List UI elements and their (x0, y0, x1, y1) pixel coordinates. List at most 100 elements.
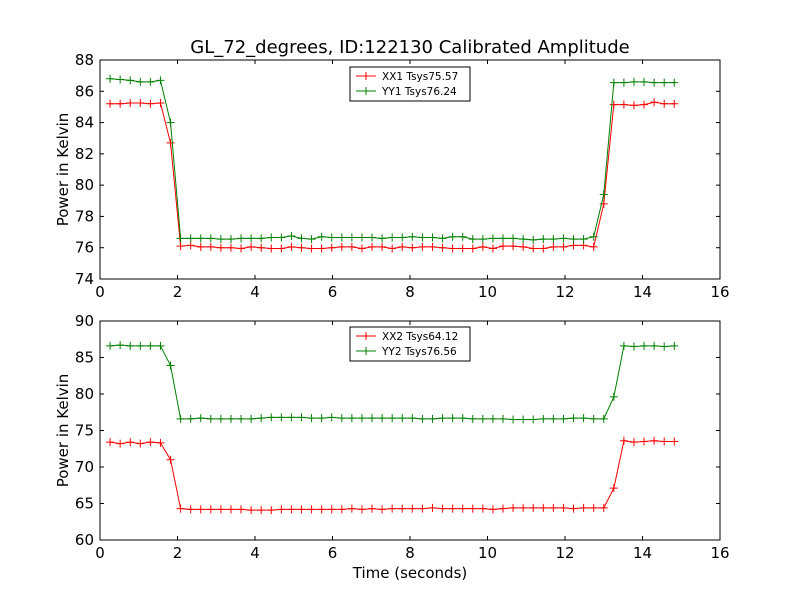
data-point-marker (468, 504, 477, 513)
data-point-marker (368, 242, 377, 251)
data-point-marker (357, 244, 366, 253)
y-tick-label: 80 (75, 176, 94, 194)
x-tick-label: 4 (250, 283, 260, 301)
data-point-marker (609, 100, 618, 109)
data-point-marker (186, 505, 195, 514)
data-point-marker (509, 234, 518, 243)
top-plot: 0 2 4 6 8 10 12 14 16 74 76 78 80 82 84 86 88 Power in Ke… (54, 51, 730, 301)
data-point-marker (156, 76, 165, 85)
legend-box (349, 326, 471, 362)
data-point-marker (237, 414, 246, 423)
data-point-marker (317, 232, 326, 241)
data-point-marker (368, 414, 377, 423)
data-point-marker (589, 242, 598, 251)
data-point-marker (509, 242, 518, 251)
data-point-marker (660, 342, 669, 351)
data-point-marker (136, 77, 145, 86)
data-point-marker (569, 414, 578, 423)
legend-label: XX2 Tsys64.12 (382, 331, 458, 343)
data-point-marker (609, 392, 618, 401)
data-point-marker (116, 99, 125, 108)
data-point-marker (136, 99, 145, 108)
data-point-marker (337, 242, 346, 251)
data-point-marker (176, 504, 185, 513)
data-point-marker (347, 233, 356, 242)
data-point-marker (257, 243, 266, 252)
data-point-marker (297, 505, 306, 514)
data-point-marker (257, 414, 266, 423)
y-tick-label: 80 (75, 385, 94, 403)
data-point-marker (267, 244, 276, 253)
data-point-marker (629, 101, 638, 110)
x-axis-label: Time (seconds) (352, 564, 468, 582)
y-tick-label: 84 (75, 114, 94, 132)
data-point-marker (408, 414, 417, 423)
data-point-marker (549, 242, 558, 251)
data-point-marker (670, 78, 679, 87)
data-point-marker (398, 414, 407, 423)
data-point-marker (539, 244, 548, 253)
legend-label: YY1 Tsys76.24 (381, 86, 457, 98)
x-tick-label: 12 (555, 283, 574, 301)
x-tick-label: 16 (710, 283, 729, 301)
data-point-marker (347, 414, 356, 423)
data-point-marker (156, 438, 165, 447)
data-point-marker (670, 437, 679, 446)
data-point-marker (468, 235, 477, 244)
legend-marker (362, 347, 370, 355)
x-tick-label: 8 (405, 544, 415, 562)
data-point-marker (146, 77, 155, 86)
data-point-marker (660, 437, 669, 446)
data-point-marker (116, 75, 125, 84)
data-point-marker (428, 414, 437, 423)
data-point-marker (458, 244, 467, 253)
data-point-marker (247, 234, 256, 243)
data-point-marker (206, 234, 215, 243)
data-point-marker (499, 242, 507, 251)
y-tick-label: 74 (75, 270, 94, 288)
data-point-marker (287, 231, 296, 240)
data-point-marker (640, 100, 649, 109)
data-point-marker (277, 505, 286, 514)
data-point-marker (307, 235, 316, 244)
data-point-marker (196, 242, 205, 251)
data-point-marker (277, 244, 286, 253)
x-tick-label: 14 (633, 544, 652, 562)
data-point-marker (640, 437, 649, 446)
y-tick-label: 75 (75, 422, 94, 440)
data-point-marker (650, 98, 659, 107)
data-point-marker (559, 414, 568, 423)
data-point-marker (106, 74, 115, 83)
data-point-marker (448, 244, 457, 253)
data-point-marker (176, 242, 185, 251)
x-tick-label: 14 (633, 283, 652, 301)
data-point-marker (619, 341, 628, 350)
data-point-marker (609, 78, 618, 87)
series-line-1 (110, 440, 675, 511)
y-axis-label: Power in Kelvin (54, 113, 72, 227)
data-point-marker (519, 242, 528, 251)
data-point-marker (398, 242, 407, 251)
data-point-marker (186, 234, 195, 243)
data-point-marker (488, 414, 497, 423)
data-point-marker (670, 99, 679, 108)
data-point-marker (237, 234, 246, 243)
data-point-marker (166, 118, 175, 127)
data-point-marker (418, 504, 427, 513)
data-point-marker (267, 233, 276, 242)
data-point-marker (438, 504, 447, 513)
data-point-marker (216, 243, 225, 252)
data-point-marker (408, 243, 417, 252)
data-point-marker (609, 484, 618, 493)
legend-marker (362, 72, 370, 80)
data-point-marker (438, 234, 447, 243)
data-point-marker (368, 504, 377, 513)
series-line-1 (110, 101, 675, 250)
data-point-marker (549, 414, 558, 423)
data-point-marker (458, 414, 467, 423)
data-point-marker (468, 414, 477, 423)
y-tick-label: 82 (75, 145, 94, 163)
data-point-marker (337, 505, 346, 514)
data-point-marker (519, 235, 528, 244)
